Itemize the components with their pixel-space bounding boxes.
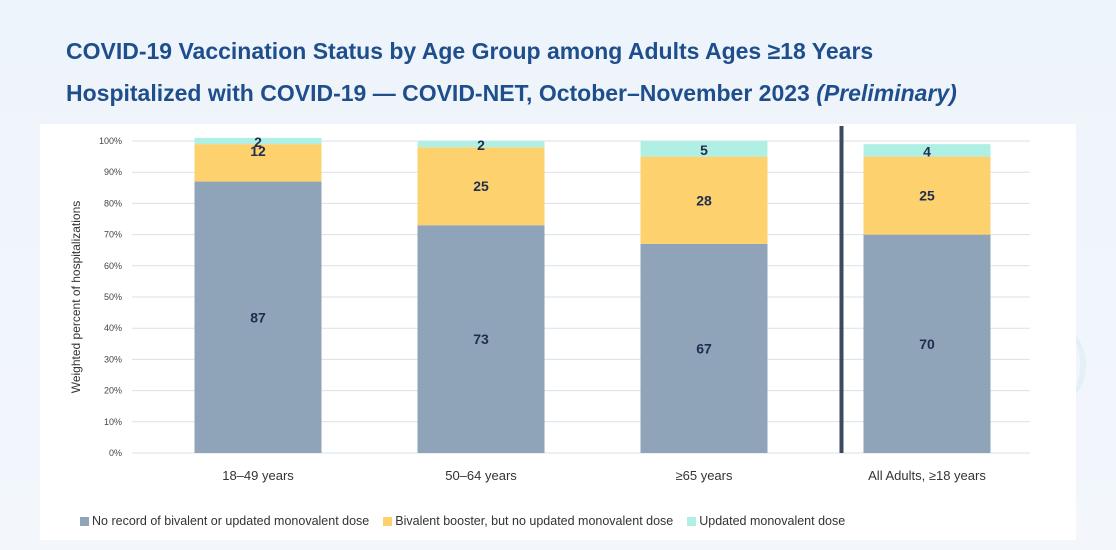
data-label: 28 — [696, 192, 712, 208]
y-tick-label: 100% — [99, 136, 122, 146]
stacked-bar-chart: 0% 10% 20% 30% 40% 50% 60% 70% 80% 90% 100% Weighte… — [69, 126, 1030, 483]
y-tick-label: 40% — [104, 323, 122, 333]
legend-item: Updated monovalent dose — [687, 514, 845, 528]
bar-segment-no-record — [194, 181, 322, 453]
data-label: 4 — [923, 143, 931, 159]
y-tick-label: 70% — [104, 230, 122, 240]
x-category-label: 50–64 years — [445, 468, 517, 483]
bar-segment-updated — [863, 144, 991, 157]
y-tick-label: 0% — [109, 448, 122, 458]
chart-title: COVID-19 Vaccination Status by Age Group… — [66, 30, 1096, 114]
y-tick-label: 90% — [104, 167, 122, 177]
bar-segment-no-record — [640, 243, 768, 453]
data-label: 25 — [919, 188, 935, 204]
bar-segment-updated — [417, 141, 545, 148]
y-tick-label: 20% — [104, 386, 122, 396]
chart-panel: 0% 10% 20% 30% 40% 50% 60% 70% 80% 90% 100% Weighte… — [40, 124, 1076, 540]
y-axis-label: Weighted percent of hospitalizations — [69, 201, 83, 394]
legend-label: Bivalent booster, but no updated monoval… — [395, 514, 674, 528]
data-label: 12 — [250, 143, 266, 159]
title-line-1: COVID-19 Vaccination Status by Age Group… — [66, 38, 874, 64]
title-preliminary: (Preliminary) — [816, 80, 957, 106]
bar-segment-no-record — [863, 234, 991, 453]
bar-segment-updated — [194, 137, 322, 145]
x-category-label: 18–49 years — [222, 468, 294, 483]
y-tick-label: 30% — [104, 354, 122, 364]
y-tick-label: 80% — [104, 198, 122, 208]
legend-swatch — [80, 516, 89, 526]
legend-swatch — [383, 516, 393, 526]
legend-item: Bivalent booster, but no updated monoval… — [383, 514, 673, 528]
data-label: 87 — [250, 309, 266, 325]
y-tick-label: 10% — [104, 417, 122, 427]
x-category-label: All Adults, ≥18 years — [868, 468, 986, 483]
x-category-label: ≥65 years — [676, 468, 733, 483]
data-label: 67 — [696, 340, 712, 356]
y-tick-label: 50% — [104, 292, 122, 302]
bar-segment-updated — [640, 141, 768, 157]
y-tick-label: 60% — [104, 261, 122, 271]
data-label: 70 — [919, 336, 935, 352]
decorative-chevron-icon — [1040, 330, 1086, 400]
data-label: 25 — [473, 178, 489, 194]
data-label: 73 — [473, 331, 489, 347]
bar-segment-bivalent — [863, 156, 991, 235]
bar-segment-bivalent — [194, 144, 322, 182]
chart-legend: No record of bivalent or updated monoval… — [80, 512, 845, 530]
bar-segment-no-record — [417, 225, 545, 453]
data-label: 2 — [477, 137, 485, 153]
data-label: 5 — [700, 142, 708, 158]
title-line-2-main: Hospitalized with COVID-19 — COVID-NET, … — [66, 80, 817, 106]
legend-label: No record of bivalent or updated monoval… — [92, 514, 370, 528]
bar-segment-bivalent — [417, 147, 545, 226]
legend-label: Updated monovalent dose — [699, 514, 846, 528]
data-label: 2 — [254, 134, 262, 150]
legend-swatch — [687, 516, 697, 526]
title-line-2: Hospitalized with COVID-19 — COVID-NET, … — [66, 72, 1096, 114]
bar-segment-bivalent — [640, 156, 768, 244]
legend-item: No record of bivalent or updated monoval… — [80, 514, 369, 528]
